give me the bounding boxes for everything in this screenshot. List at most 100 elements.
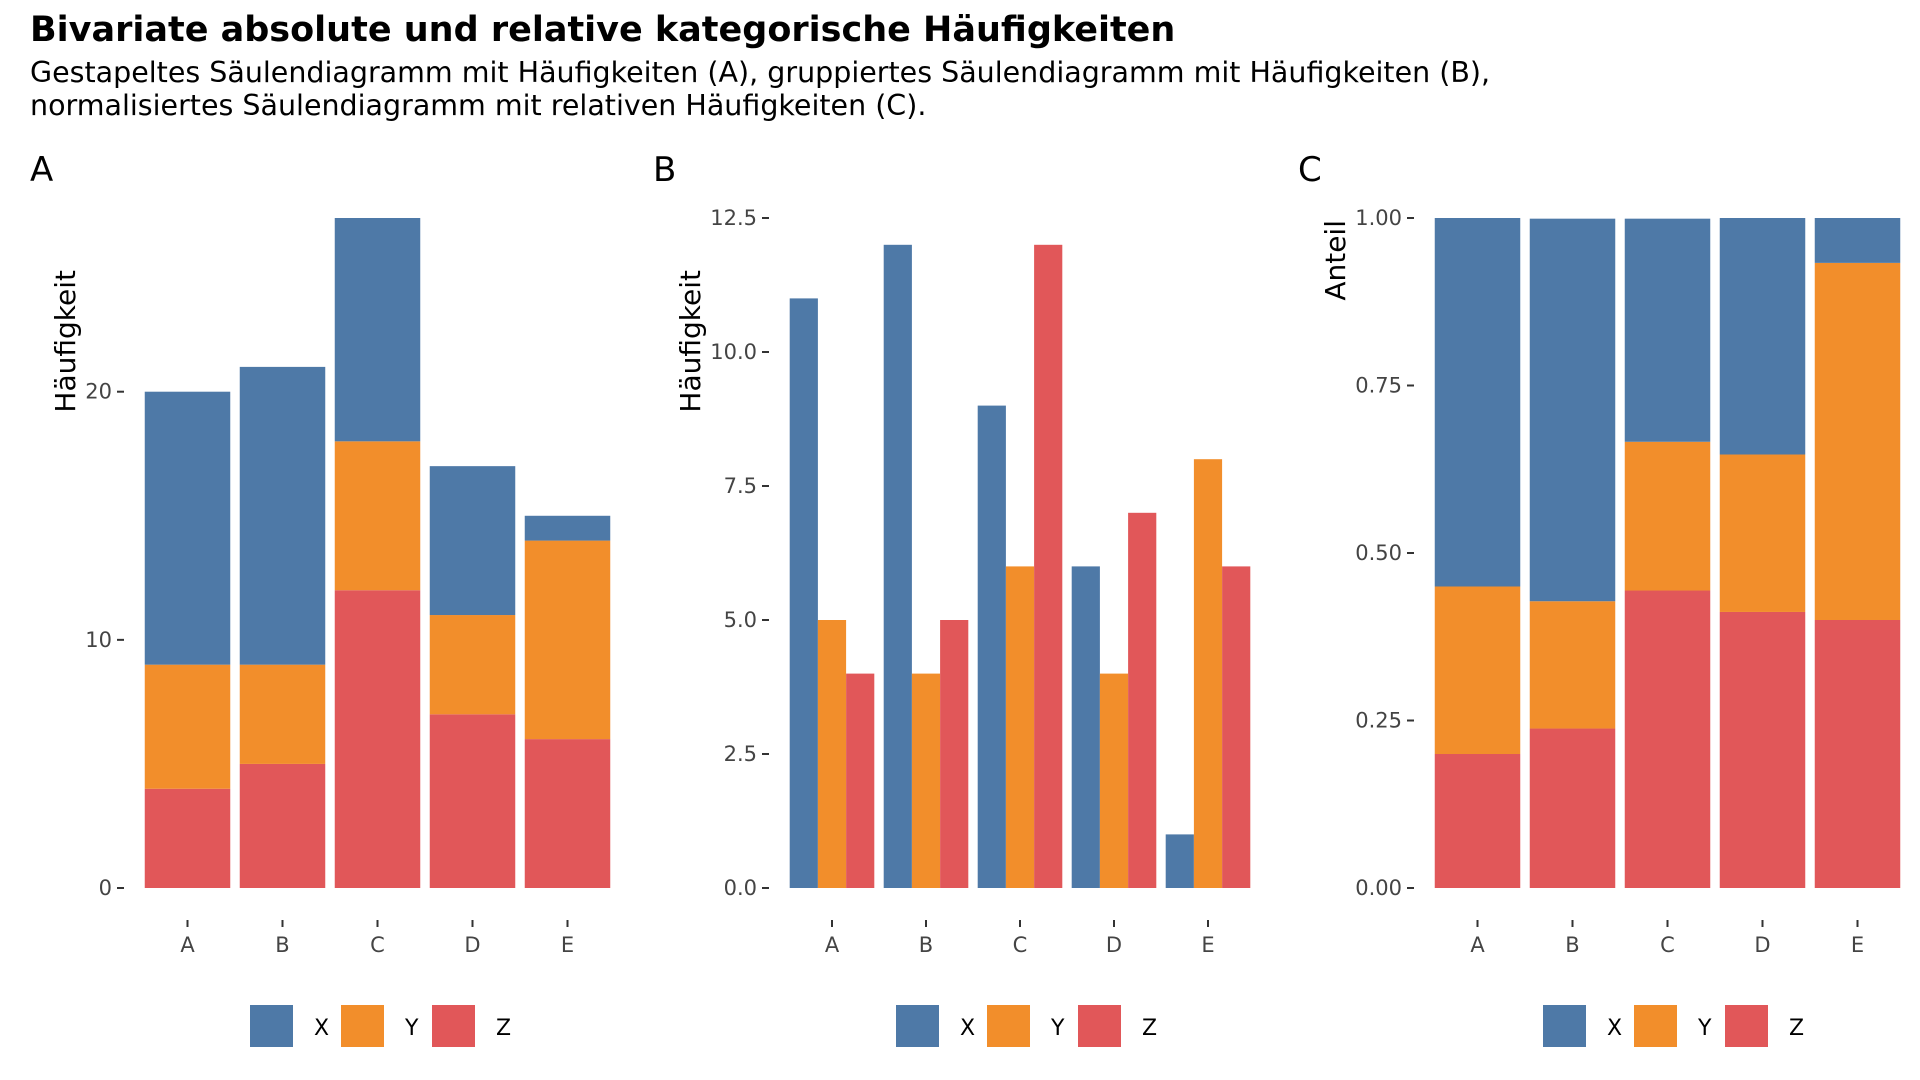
panel-a-legend-key-z — [432, 1005, 475, 1047]
panel-a-bar-a-x — [144, 391, 231, 665]
panel-b-bar-a-z — [846, 673, 875, 888]
panel-b-bar-e-x — [1165, 834, 1194, 888]
panel-a-y-tick-label: 0 — [99, 876, 112, 900]
panel-a-bar-d-x — [429, 466, 516, 616]
panel-b-legend-label-z: Z — [1142, 1016, 1157, 1041]
panel-c-x-tick-label: B — [1565, 933, 1579, 957]
panel-a-bar-c-y — [334, 441, 421, 591]
panel-a-x-tick-label: D — [464, 933, 480, 957]
panel-a-bar-b-z — [239, 763, 326, 888]
panel-c-y-tick-label: 0.00 — [1355, 876, 1402, 900]
panel-b-legend-key-y — [987, 1005, 1030, 1047]
panel-c-x-tick-label: E — [1851, 933, 1864, 957]
panel-a-legend-label-z: Z — [496, 1016, 511, 1041]
panel-b-y-tick-label: 10.0 — [710, 340, 757, 364]
panel-b-x-tick-label: D — [1106, 933, 1122, 957]
panel-a-bar-b-y — [239, 664, 326, 764]
panel-a-y-tick-label: 10 — [85, 628, 112, 652]
panel-c-y-tick-label: 0.75 — [1355, 374, 1402, 398]
panel-c-bar-b-y — [1529, 601, 1616, 729]
panel-c-bar-a-y — [1434, 586, 1521, 754]
panel-c-y-axis-label: Anteil — [1319, 220, 1352, 301]
panel-a-legend-key-y — [341, 1005, 384, 1047]
panel-c-legend-key-z — [1725, 1005, 1768, 1047]
panel-b-legend-label-y: Y — [1050, 1016, 1065, 1041]
panel-b-bar-e-y — [1193, 459, 1223, 888]
panel-c-legend-key-x — [1543, 1005, 1586, 1047]
panel-a-bar-c-x — [334, 218, 421, 442]
panel-b-bar-b-x — [883, 244, 912, 889]
panel-c-bar-a-x — [1434, 218, 1521, 587]
panel-b-bar-c-x — [977, 405, 1006, 888]
panel-b-y-tick-label: 2.5 — [724, 742, 757, 766]
panel-b-y-axis-label: Häufigkeit — [674, 270, 707, 413]
panel-c-bar-e-x — [1814, 218, 1901, 263]
panel-b-bar-c-z — [1034, 244, 1063, 889]
panel-b-bar-a-y — [817, 620, 847, 888]
panel-a-y-axis-label: Häufigkeit — [49, 270, 82, 413]
panel-a-bar-e-y — [524, 540, 611, 740]
panel-c-x-tick-label: C — [1660, 933, 1675, 957]
panel-c-tag: C — [1298, 150, 1322, 190]
subtitle-line-2: normalisiertes Säulendiagramm mit relati… — [30, 89, 927, 122]
panel-c-bar-c-y — [1624, 441, 1711, 591]
panel-b-y-tick-label: 7.5 — [724, 474, 757, 498]
panel-b-bar-b-z — [940, 620, 969, 888]
panel-a-bar-d-y — [429, 615, 516, 715]
panel-a-bar-e-x — [524, 515, 611, 541]
panel-c-bar-a-z — [1434, 754, 1521, 888]
panel-b-legend-label-x: X — [960, 1016, 975, 1041]
panel-a-tag: A — [30, 150, 53, 190]
panel-c-x-tick-label: A — [1470, 933, 1485, 957]
chart-title: Bivariate absolute und relative kategori… — [30, 10, 1176, 50]
panel-b-legend-key-x — [896, 1005, 939, 1047]
panel-b-bar-e-z — [1222, 566, 1251, 888]
panel-c-y-tick-label: 1.00 — [1355, 206, 1402, 230]
panel-b-x-tick-label: B — [919, 933, 933, 957]
panel-a-bar-b-x — [239, 366, 326, 665]
panel-b-x-tick-label: C — [1013, 933, 1028, 957]
panel-a-bar-a-y — [144, 664, 231, 789]
panel-a-x-tick-label: C — [370, 933, 385, 957]
panel-a-x-tick-label: E — [561, 933, 574, 957]
panel-c-bar-b-z — [1529, 728, 1616, 888]
panel-a-bar-a-z — [144, 788, 231, 888]
panel-b-bar-b-y — [911, 673, 941, 888]
panel-c-x-tick-label: D — [1754, 933, 1770, 957]
panel-a-x-tick-label: A — [180, 933, 195, 957]
panel-c-bar-e-z — [1814, 620, 1901, 888]
panel-a-y-tick-label: 20 — [85, 380, 112, 404]
panel-a-legend-label-x: X — [314, 1016, 329, 1041]
panel-c-bar-e-y — [1814, 262, 1901, 620]
panel-b-bar-a-x — [789, 298, 818, 888]
panel-c-legend-label-x: X — [1607, 1016, 1622, 1041]
panel-b-bar-d-z — [1128, 512, 1157, 888]
chart-header: Bivariate absolute und relative kategori… — [30, 8, 1890, 122]
panel-b-legend-key-z — [1078, 1005, 1121, 1047]
panel-c-bar-b-x — [1529, 218, 1616, 602]
panel-c-bar-d-y — [1719, 454, 1806, 612]
panel-b-y-tick-label: 0.0 — [724, 876, 757, 900]
panel-b-y-tick-label: 5.0 — [724, 608, 757, 632]
panel-c-bar-d-z — [1719, 611, 1806, 888]
panel-c-y-tick-label: 0.25 — [1355, 709, 1402, 733]
panel-c-bar-d-x — [1719, 218, 1806, 455]
panel-a-legend-label-y: Y — [404, 1016, 419, 1041]
panel-a-bar-d-z — [429, 714, 516, 888]
chart-subtitle: Gestapeltes Säulendiagramm mit Häufigkei… — [30, 56, 1890, 122]
panel-b-x-tick-label: E — [1201, 933, 1214, 957]
panel-b-y-tick-label: 12.5 — [710, 206, 757, 230]
panel-b-bar-c-y — [1005, 566, 1035, 888]
panel-c-legend-label-y: Y — [1697, 1016, 1712, 1041]
panel-c-bar-c-z — [1624, 590, 1711, 888]
panel-b-tag: B — [653, 150, 676, 190]
panel-b-bar-d-y — [1099, 673, 1129, 888]
subtitle-line-1: Gestapeltes Säulendiagramm mit Häufigkei… — [30, 56, 1491, 89]
panel-c-bar-c-x — [1624, 218, 1711, 442]
panel-b-bar-d-x — [1071, 566, 1100, 888]
panel-a-x-tick-label: B — [275, 933, 289, 957]
panel-a-legend-key-x — [250, 1005, 293, 1047]
panel-c-legend-key-y — [1634, 1005, 1677, 1047]
panel-c-legend-label-z: Z — [1789, 1016, 1804, 1041]
